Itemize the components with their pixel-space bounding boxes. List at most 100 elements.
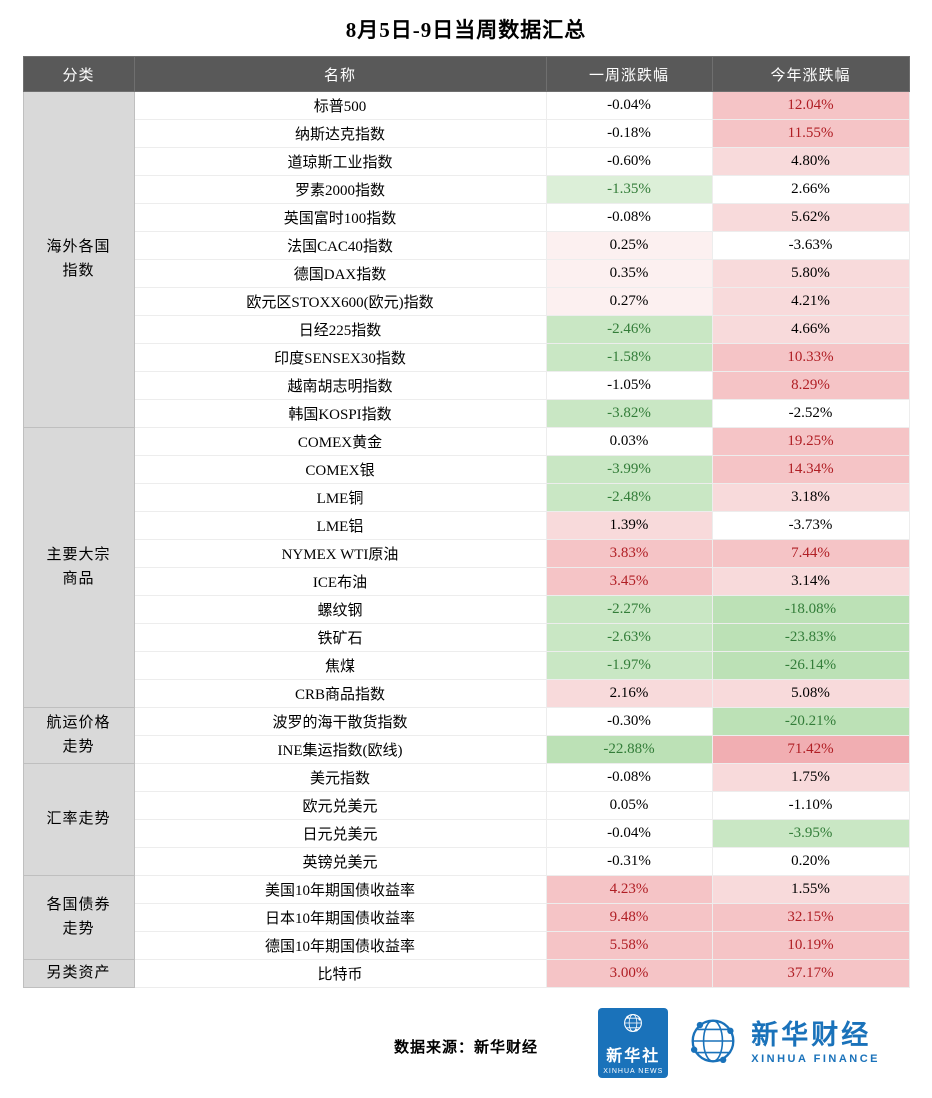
- name-cell: 印度SENSEX30指数: [133, 343, 547, 372]
- globe-network-icon: [684, 1012, 742, 1075]
- ytd-change-cell: 2.66%: [711, 175, 910, 204]
- name-cell: LME铝: [133, 511, 547, 540]
- week-change-cell: -1.05%: [545, 371, 713, 400]
- table-row: 德国10年期国债收益率 5.58% 10.19%: [23, 931, 910, 960]
- ytd-change-cell: -20.21%: [711, 707, 910, 736]
- xinhua-finance-en-label: XINHUA FINANCE: [751, 1053, 880, 1066]
- xinhua-finance-labels: 新华财经 XINHUA FINANCE: [751, 1019, 880, 1066]
- weekly-data-table: 分类 名称 一周涨跌幅 今年涨跌幅 海外各国 指数 标普500 -0.04% 12.0…: [22, 56, 910, 988]
- category-cell: 另类资产: [22, 959, 135, 988]
- ytd-change-cell: 4.21%: [711, 287, 910, 316]
- name-cell: COMEX银: [133, 455, 547, 484]
- week-change-cell: 0.25%: [545, 231, 713, 260]
- week-change-cell: -22.88%: [545, 735, 713, 764]
- ytd-change-cell: 7.44%: [711, 539, 910, 568]
- week-change-cell: -1.35%: [545, 175, 713, 204]
- week-change-cell: -1.97%: [545, 651, 713, 680]
- xinhua-news-en-label: XINHUA NEWS: [603, 1068, 664, 1075]
- table-row: ICE布油 3.45% 3.14%: [23, 567, 910, 596]
- name-cell: INE集运指数(欧线): [133, 735, 547, 764]
- table-header: 分类 名称 一周涨跌幅 今年涨跌幅: [22, 56, 910, 92]
- ytd-change-cell: 19.25%: [711, 427, 910, 456]
- ytd-change-cell: -3.63%: [711, 231, 910, 260]
- ytd-change-cell: 8.29%: [711, 371, 910, 400]
- col-header-ytd-change: 今年涨跌幅: [711, 56, 910, 92]
- table-row: 铁矿石 -2.63% -23.83%: [23, 623, 910, 652]
- category-cell: 各国债券 走势: [22, 875, 135, 960]
- week-change-cell: -0.18%: [545, 119, 713, 148]
- ytd-change-cell: 4.80%: [711, 147, 910, 176]
- table-row: 纳斯达克指数 -0.18% 11.55%: [23, 119, 910, 148]
- ytd-change-cell: -1.10%: [711, 791, 910, 820]
- ytd-change-cell: 5.80%: [711, 259, 910, 288]
- ytd-change-cell: -18.08%: [711, 595, 910, 624]
- xinhua-news-logo: 新华社 XINHUA NEWS: [598, 1008, 669, 1078]
- data-source-text: 数据来源：新华财经: [393, 1040, 538, 1056]
- name-cell: 日元兑美元: [133, 819, 547, 848]
- name-cell: 韩国KOSPI指数: [133, 399, 547, 428]
- week-change-cell: 0.27%: [545, 287, 713, 316]
- name-cell: ICE布油: [133, 567, 547, 596]
- ytd-change-cell: 71.42%: [711, 735, 910, 764]
- ytd-change-cell: 37.17%: [711, 959, 910, 988]
- table-row: 主要大宗 商品 COMEX黄金 0.03% 19.25%: [22, 427, 910, 708]
- week-change-cell: -0.31%: [545, 847, 713, 876]
- name-cell: CRB商品指数: [133, 679, 547, 708]
- table-row: 欧元兑美元 0.05% -1.10%: [23, 791, 910, 820]
- ytd-change-cell: 5.62%: [711, 203, 910, 232]
- ytd-change-cell: -26.14%: [711, 651, 910, 680]
- table-row: 英国富时100指数 -0.08% 5.62%: [23, 203, 910, 232]
- ytd-change-cell: 14.34%: [711, 455, 910, 484]
- table-row: 焦煤 -1.97% -26.14%: [23, 651, 910, 680]
- name-cell: 标普500: [133, 91, 547, 120]
- xinhua-news-cn-label: 新华社: [606, 1048, 661, 1065]
- week-change-cell: 2.16%: [545, 679, 713, 708]
- ytd-change-cell: 0.20%: [711, 847, 910, 876]
- name-cell: 德国DAX指数: [133, 259, 547, 288]
- xinhua-finance-cn-label: 新华财经: [751, 1019, 872, 1050]
- week-change-cell: -2.48%: [545, 483, 713, 512]
- table-row: 罗素2000指数 -1.35% 2.66%: [23, 175, 910, 204]
- ytd-change-cell: 10.33%: [711, 343, 910, 372]
- week-change-cell: 0.35%: [545, 259, 713, 288]
- category-cell: 汇率走势: [22, 763, 135, 876]
- ytd-change-cell: -23.83%: [711, 623, 910, 652]
- logo-group: 新华社 XINHUA NEWS 新华财经: [598, 1008, 880, 1078]
- week-change-cell: 0.03%: [545, 427, 713, 456]
- ytd-change-cell: 32.15%: [711, 903, 910, 932]
- table-row: 日元兑美元 -0.04% -3.95%: [23, 819, 910, 848]
- name-cell: 铁矿石: [133, 623, 547, 652]
- table-row: COMEX银 -3.99% 14.34%: [23, 455, 910, 484]
- ytd-change-cell: 3.14%: [711, 567, 910, 596]
- name-cell: COMEX黄金: [133, 427, 547, 456]
- table-row: INE集运指数(欧线) -22.88% 71.42%: [23, 735, 910, 764]
- ytd-change-cell: 1.55%: [711, 875, 910, 904]
- page-title: 8月5日-9日当周数据汇总: [345, 18, 587, 42]
- table-row: 航运价格 走势 波罗的海干散货指数 -0.30% -20.21%: [22, 707, 910, 764]
- week-change-cell: 5.58%: [545, 931, 713, 960]
- week-change-cell: 0.05%: [545, 791, 713, 820]
- table-row: 越南胡志明指数 -1.05% 8.29%: [23, 371, 910, 400]
- table-row: 另类资产 比特币 3.00% 37.17%: [22, 959, 910, 988]
- ytd-change-cell: 10.19%: [711, 931, 910, 960]
- week-change-cell: -0.08%: [545, 203, 713, 232]
- ytd-change-cell: -3.95%: [711, 819, 910, 848]
- name-cell: 日经225指数: [133, 315, 547, 344]
- ytd-change-cell: 11.55%: [711, 119, 910, 148]
- week-change-cell: -0.04%: [545, 91, 713, 120]
- name-cell: 比特币: [133, 959, 547, 988]
- table-row: 日经225指数 -2.46% 4.66%: [23, 315, 910, 344]
- table-row: 道琼斯工业指数 -0.60% 4.80%: [23, 147, 910, 176]
- category-cell: 航运价格 走势: [22, 707, 135, 764]
- ytd-change-cell: 3.18%: [711, 483, 910, 512]
- table-row: CRB商品指数 2.16% 5.08%: [23, 679, 910, 708]
- week-change-cell: 9.48%: [545, 903, 713, 932]
- ytd-change-cell: -3.73%: [711, 511, 910, 540]
- xinhua-finance-logo: 新华财经 XINHUA FINANCE: [684, 1012, 880, 1075]
- week-change-cell: -0.30%: [545, 707, 713, 736]
- name-cell: 德国10年期国债收益率: [133, 931, 547, 960]
- table-row: NYMEX WTI原油 3.83% 7.44%: [23, 539, 910, 568]
- name-cell: 欧元区STOXX600(欧元)指数: [133, 287, 547, 316]
- table-row: 英镑兑美元 -0.31% 0.20%: [23, 847, 910, 876]
